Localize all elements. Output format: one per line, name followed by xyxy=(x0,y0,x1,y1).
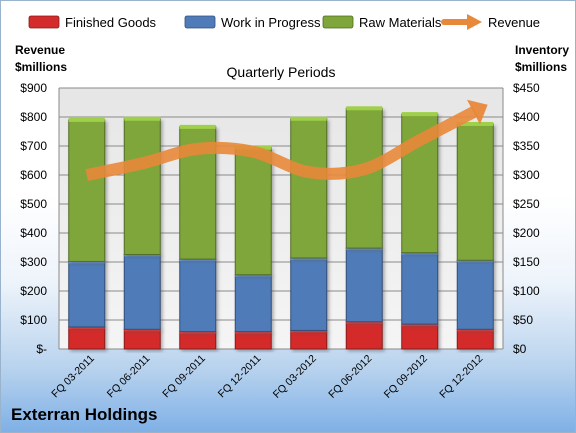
bar-cap-raw-materials xyxy=(179,124,216,129)
bar-cap-raw-materials xyxy=(124,116,161,121)
legend-label-work-in-progress: Work in Progress xyxy=(221,15,321,30)
bar-raw-materials xyxy=(345,107,383,249)
bar-raw-materials xyxy=(123,118,161,255)
company-name: Exterran Holdings xyxy=(11,405,158,424)
revenue-line-path xyxy=(85,105,479,181)
right-tick-label: $250 xyxy=(513,197,540,211)
left-tick-label: $700 xyxy=(20,139,47,153)
bar-finished-goods xyxy=(123,328,161,350)
right-axis-label-line2: $millions xyxy=(515,60,567,74)
bar-finished-goods xyxy=(290,329,328,350)
left-tick-label: $400 xyxy=(20,226,47,240)
legend-label-raw-materials: Raw Materials xyxy=(359,15,442,30)
left-tick-label: $800 xyxy=(20,110,47,124)
bar-work-in-progress xyxy=(401,252,439,325)
x-tick-label: FQ 06-2012 xyxy=(326,353,374,401)
right-tick-label: $400 xyxy=(513,110,540,124)
bar-work-in-progress xyxy=(234,274,272,333)
x-tick-label: FQ 09-2012 xyxy=(382,353,430,401)
x-tick-label: FQ 09-2011 xyxy=(160,353,208,401)
right-tick-label: $50 xyxy=(513,313,533,327)
legend-swatch-finished-goods xyxy=(28,15,60,29)
bar-work-in-progress xyxy=(456,259,494,330)
bar-finished-goods xyxy=(68,326,106,350)
bar-cap-raw-materials xyxy=(68,117,105,122)
right-tick-label: $350 xyxy=(513,139,540,153)
left-axis-label-line1: Revenue xyxy=(15,43,65,57)
bar-finished-goods xyxy=(456,328,494,350)
x-tick-label: FQ 03-2012 xyxy=(271,353,319,401)
bar-work-in-progress xyxy=(345,247,383,323)
bar-cap-raw-materials xyxy=(401,112,438,117)
legend-label-finished-goods: Finished Goods xyxy=(65,15,157,30)
left-tick-label: $900 xyxy=(20,81,47,95)
revenue-line xyxy=(85,99,488,181)
bar-finished-goods xyxy=(179,331,217,350)
bar-cap-raw-materials xyxy=(290,116,327,121)
bar-raw-materials xyxy=(234,147,272,276)
legend-swatch-raw-materials xyxy=(322,15,354,29)
right-tick-label: $150 xyxy=(513,255,540,269)
right-tick-label: $200 xyxy=(513,226,540,240)
left-tick-label: $600 xyxy=(20,168,47,182)
left-tick-label: $500 xyxy=(20,197,47,211)
revenue-arrowhead-icon xyxy=(466,99,488,125)
right-axis-label-line1: Inventory xyxy=(515,43,569,57)
legend-label-revenue: Revenue xyxy=(488,15,540,30)
right-tick-label: $100 xyxy=(513,284,540,298)
bar-raw-materials xyxy=(456,123,494,261)
x-tick-label: FQ 12-2011 xyxy=(216,353,264,401)
x-tick-label: FQ 12-2012 xyxy=(437,353,485,401)
chart-title: Quarterly Periods xyxy=(227,64,336,80)
bar-work-in-progress xyxy=(68,260,106,328)
legend-arrow-icon xyxy=(467,14,482,30)
right-tick-label: $450 xyxy=(513,81,540,95)
bar-finished-goods xyxy=(345,321,383,350)
right-axis-ticks: $0 $50 $100 $150 $200 $250 $300 $350 $400 $450 xyxy=(513,81,540,356)
bar-raw-materials xyxy=(68,119,106,262)
bar-finished-goods xyxy=(401,323,439,350)
bar-work-in-progress xyxy=(123,253,161,330)
right-tick-label: $300 xyxy=(513,168,540,182)
left-tick-label: $200 xyxy=(20,284,47,298)
left-tick-label: $300 xyxy=(20,255,47,269)
bar-cap-raw-materials xyxy=(346,106,383,111)
right-tick-label: $0 xyxy=(513,342,527,356)
left-tick-label: $- xyxy=(36,342,47,356)
x-axis-ticks: FQ 03-2011 FQ 06-2011 FQ 09-2011 FQ 12-2011… xyxy=(49,353,485,401)
left-axis-label-line2: $millions xyxy=(15,60,67,74)
bar-raw-materials xyxy=(290,118,328,259)
x-tick-label: FQ 06-2011 xyxy=(105,353,153,401)
legend-swatch-work-in-progress xyxy=(184,15,216,29)
left-tick-label: $100 xyxy=(20,313,47,327)
bar-finished-goods xyxy=(234,331,272,350)
bar-cap-raw-materials xyxy=(457,121,494,126)
x-tick-label: FQ 03-2011 xyxy=(49,353,97,401)
legend: Finished Goods Work in Progress Raw Mate… xyxy=(28,14,540,30)
left-axis-ticks: $- $100 $200 $300 $400 $500 $600 $700 $800 $900 xyxy=(20,81,47,356)
bar-work-in-progress xyxy=(179,258,217,333)
bar-work-in-progress xyxy=(290,257,328,331)
